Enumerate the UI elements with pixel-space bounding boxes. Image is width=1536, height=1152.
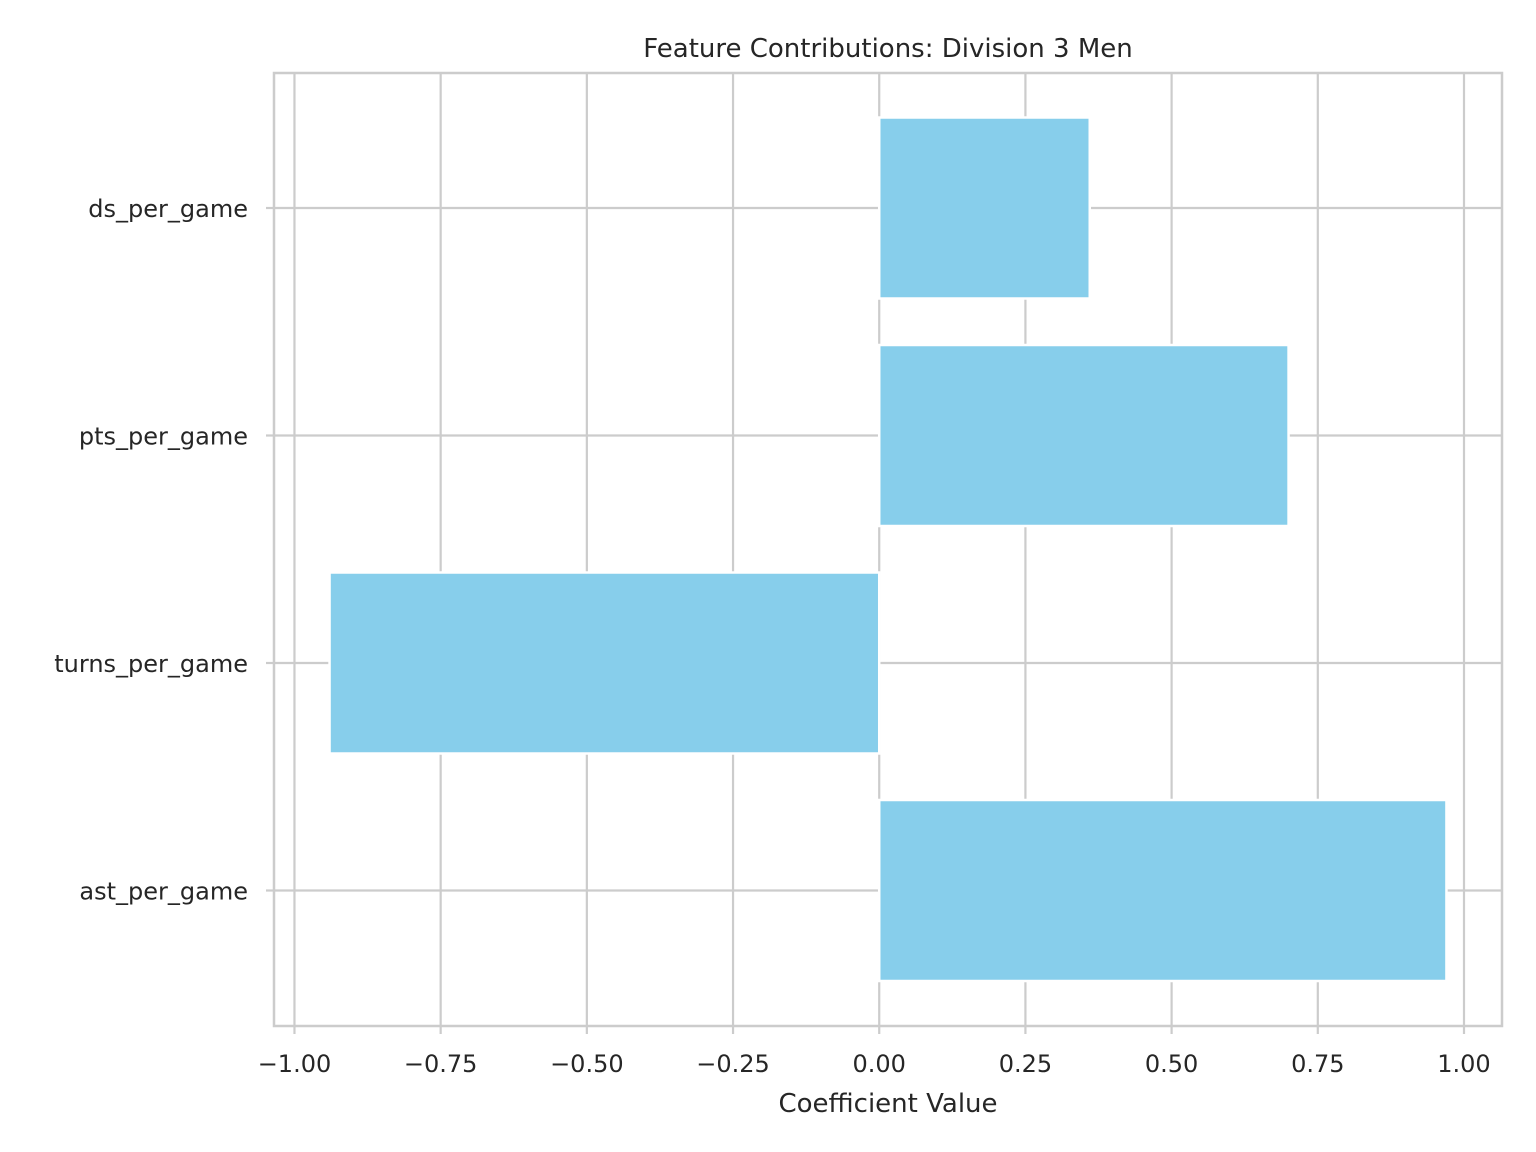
y-tick-label: ast_per_game [79,878,248,906]
x-tick-label: −0.25 [696,1050,770,1078]
x-axis-label: Coefficient Value [778,1089,997,1119]
chart-title: Feature Contributions: Division 3 Men [643,34,1133,64]
bar-turns_per_game [328,571,881,755]
y-tick-label: ds_per_game [88,195,248,223]
plot-frame [272,71,1504,1028]
x-tick-label: 0.75 [1291,1050,1344,1078]
bar-pts_per_game [877,343,1290,528]
x-tick-label: 1.00 [1437,1050,1490,1078]
x-tick-label: 0.00 [853,1050,906,1078]
ticks: −1.00 −0.75 −0.50 −0.25 0.00 0.25 0.50 0.75 1.00… [54,195,1490,1078]
y-tick-label: pts_per_game [79,423,248,451]
x-tick-label: −0.75 [404,1050,478,1078]
x-tick-label: 0.25 [999,1050,1052,1078]
x-tick-label: 0.50 [1145,1050,1198,1078]
bar-ds_per_game [877,116,1091,300]
bar-ast_per_game [877,798,1448,983]
x-tick-label: −1.00 [258,1050,332,1078]
bars [328,116,1448,983]
x-tick-label: −0.50 [550,1050,624,1078]
y-tick-label: turns_per_game [54,650,248,678]
